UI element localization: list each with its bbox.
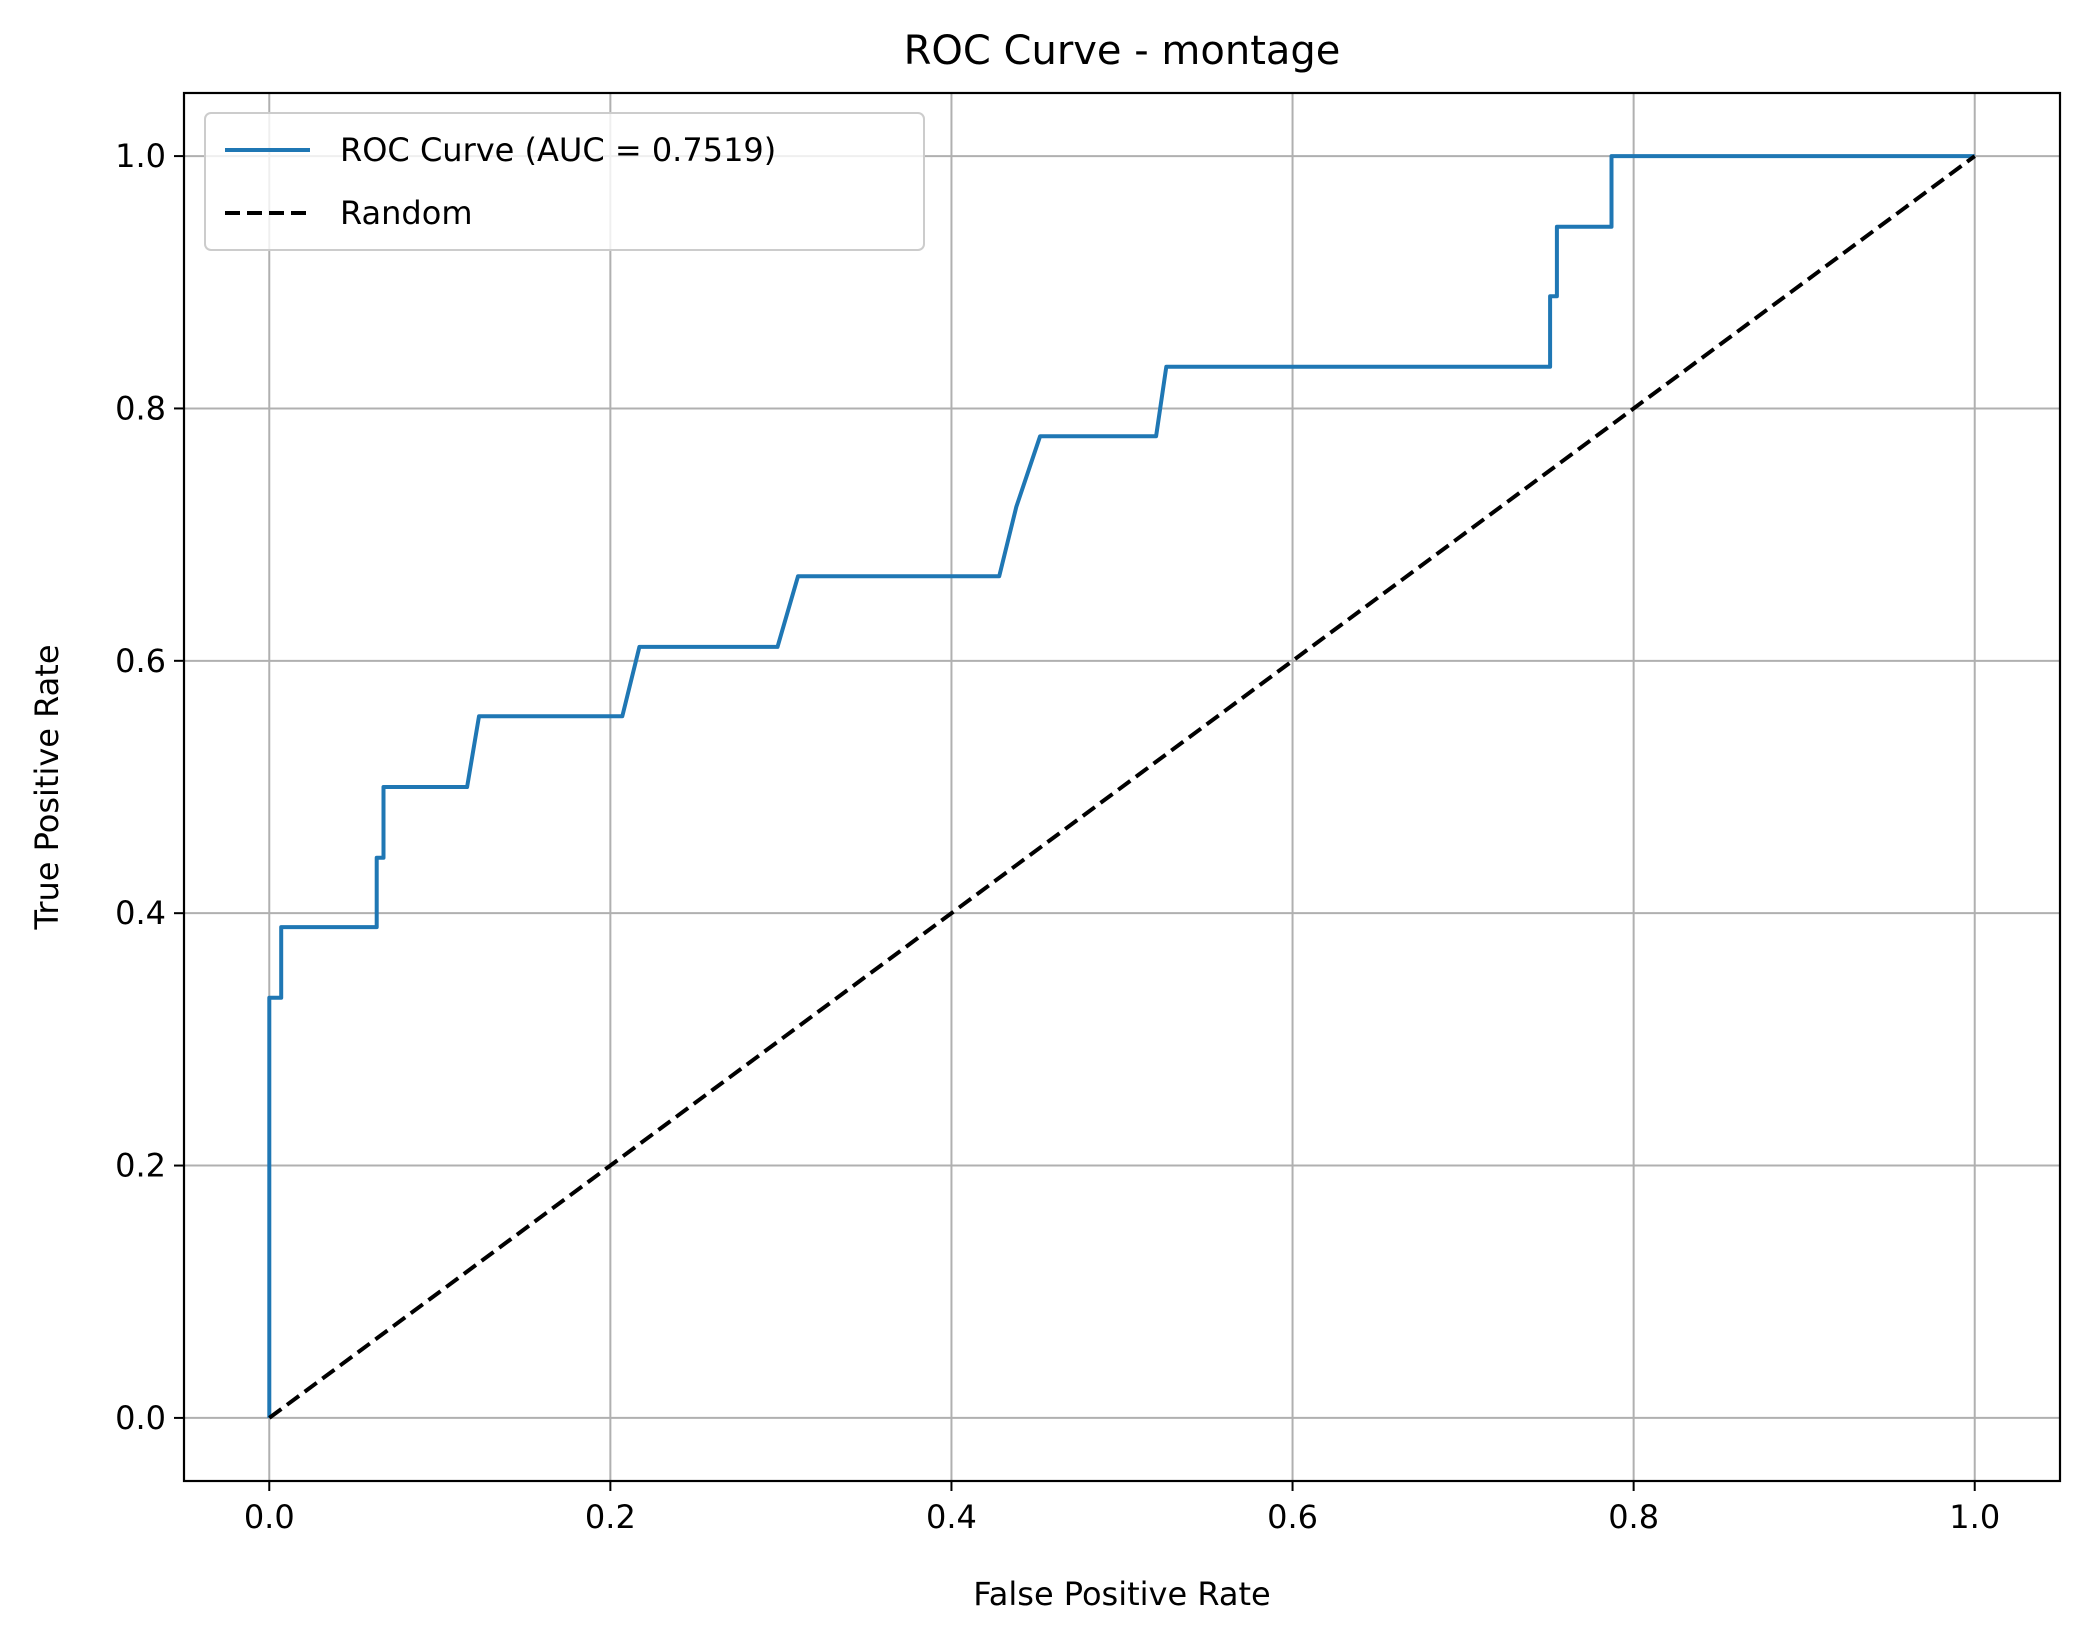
y-tick-label-1: 0.2 (115, 1147, 166, 1185)
series-line-1 (268, 154, 1976, 1420)
series-layer (267, 154, 1976, 1420)
y-tick-label-3: 0.6 (115, 642, 166, 680)
x-tick-label-1: 0.2 (585, 1498, 636, 1536)
y-tick-label-4: 0.8 (115, 389, 166, 427)
x-tick-label-2: 0.4 (926, 1498, 977, 1536)
x-tick-label-0: 0.0 (244, 1498, 295, 1536)
legend: ROC Curve (AUC = 0.7519) Random (204, 112, 925, 251)
y-axis-label: True Positive Rate (28, 644, 66, 930)
x-tick-label-3: 0.6 (1267, 1498, 1318, 1536)
chart-title: ROC Curve - montage (904, 28, 1341, 74)
legend-label-1: Random (340, 194, 472, 232)
legend-box (204, 112, 925, 251)
y-tick-label-0: 0.0 (115, 1399, 166, 1437)
x-axis-label: False Positive Rate (973, 1575, 1270, 1613)
legend-label-0: ROC Curve (AUC = 0.7519) (340, 131, 776, 169)
axis-ticks: 0.0 0.2 0.4 0.6 0.8 1.0 0.0 0.2 0.4 0.6 0.8 1.0 (115, 137, 2000, 1536)
x-tick-label-4: 0.8 (1608, 1498, 1659, 1536)
y-tick-label-2: 0.4 (115, 894, 166, 932)
grid-lines (184, 93, 2060, 1481)
plot-frame (182, 91, 2062, 1483)
series-line-0 (267, 154, 1975, 1418)
x-tick-label-5: 1.0 (1949, 1498, 2000, 1536)
y-tick-label-5: 1.0 (115, 137, 166, 175)
